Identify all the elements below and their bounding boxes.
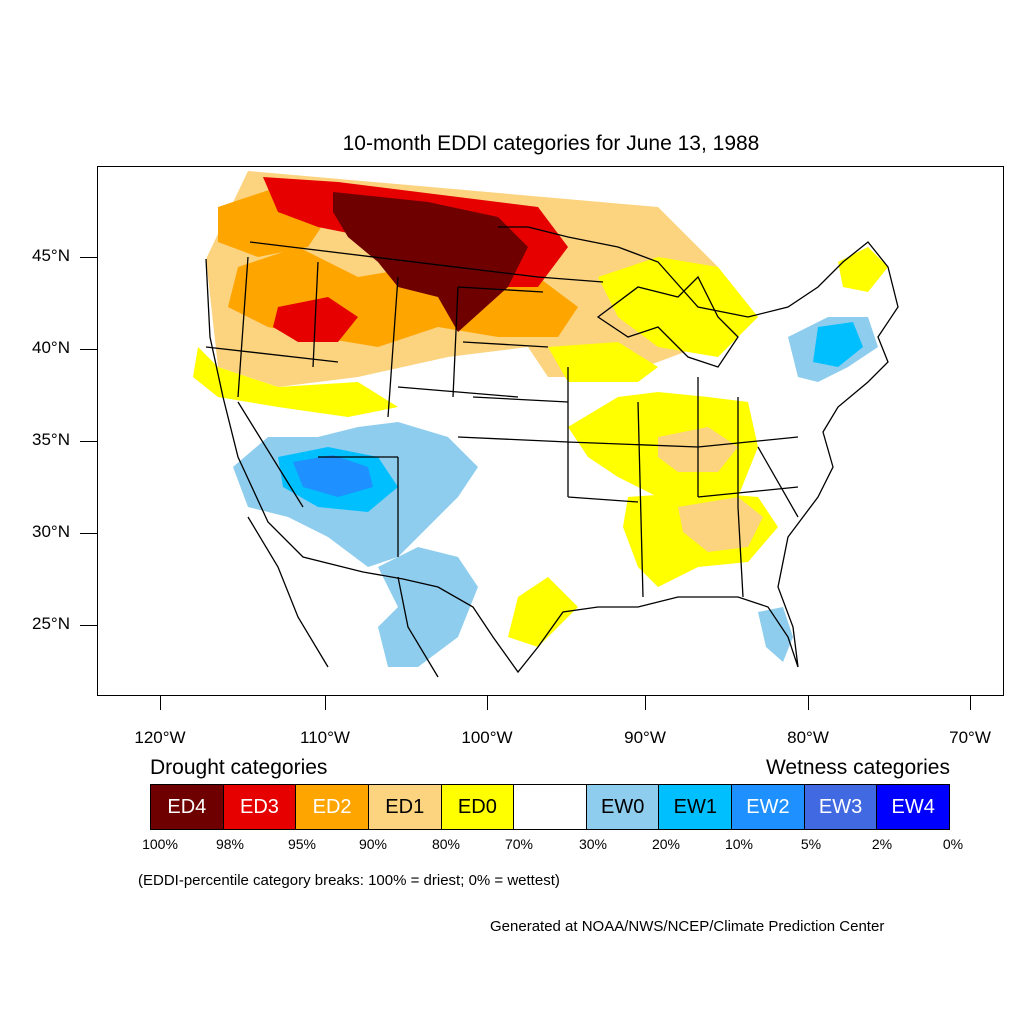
lat-label: 25°N: [32, 614, 70, 633]
map-canvas: [193, 171, 899, 678]
legend-break: 70%: [504, 836, 534, 852]
drought-heading: Drought categories: [150, 756, 328, 779]
category-note: (EDDI-percentile category breaks: 100% =…: [138, 872, 560, 889]
legend-swatch-ed0: ED0: [441, 785, 515, 829]
state-lines-central: [457, 286, 699, 598]
lon-tick: [808, 696, 809, 710]
ew1-region-new-england: [813, 322, 863, 367]
legend-break: 95%: [287, 836, 317, 852]
legend-break: 90%: [358, 836, 388, 852]
lat-tick: [80, 625, 97, 626]
canada-border: [249, 241, 604, 283]
lon-tick: [487, 696, 488, 710]
state-lines-west: [205, 256, 519, 557]
ed0-region-northwest-edge: [193, 347, 398, 417]
mexico-coast: [247, 516, 439, 678]
ed1-region-georgia: [678, 497, 763, 552]
legend-break: 98%: [215, 836, 245, 852]
lat-tick: [80, 257, 97, 258]
great-lakes: [596, 275, 739, 368]
legend-swatch-normal: [514, 785, 587, 829]
legend-break: 100%: [142, 836, 178, 852]
eddi-map: [97, 166, 1004, 696]
legend-break: 80%: [431, 836, 461, 852]
map-title: 10-month EDDI categories for June 13, 19…: [342, 132, 760, 155]
legend-swatch-ed1: ED1: [368, 785, 442, 829]
lat-label: 35°N: [32, 430, 70, 449]
lon-label: 90°W: [624, 728, 666, 747]
lat-tick: [80, 441, 97, 442]
lon-label: 70°W: [949, 728, 991, 747]
ed4-region-montana: [333, 192, 528, 332]
ed0-region-great-lakes: [598, 257, 758, 357]
lon-label: 120°W: [134, 728, 186, 747]
ed0-region-maine: [838, 247, 888, 292]
legend-break: 2%: [871, 836, 893, 852]
legend-swatch-ew0: EW0: [586, 785, 660, 829]
lat-tick: [80, 533, 97, 534]
lon-label: 80°W: [787, 728, 829, 747]
borders: [205, 226, 899, 678]
ew0-region-texas: [378, 547, 478, 667]
lon-tick: [325, 696, 326, 710]
lon-tick: [160, 696, 161, 710]
lat-label: 45°N: [32, 246, 70, 265]
lon-tick: [970, 696, 971, 710]
wetness-heading: Wetness categories: [765, 756, 950, 779]
legend-break: 10%: [724, 836, 754, 852]
lat-tick: [80, 349, 97, 350]
lon-label: 100°W: [461, 728, 513, 747]
us-outline: [205, 226, 899, 674]
legend-break: 20%: [651, 836, 681, 852]
legend-swatch-ed4: ED4: [151, 785, 224, 829]
legend-break: 0%: [942, 836, 964, 852]
lon-label: 110°W: [300, 728, 350, 747]
legend-swatch-ed3: ED3: [223, 785, 297, 829]
lon-tick: [645, 696, 646, 710]
legend-swatch-ed2: ED2: [296, 785, 369, 829]
lat-label: 30°N: [32, 522, 70, 541]
ew0-region-florida: [758, 607, 793, 662]
legend-break: 30%: [578, 836, 608, 852]
legend-swatch-ew1: EW1: [659, 785, 733, 829]
ed0-region-plains: [548, 342, 658, 382]
ed0-region-texas-coast: [508, 577, 578, 647]
legend-swatch-ew2: EW2: [732, 785, 805, 829]
legend-swatch-ew3: EW3: [804, 785, 878, 829]
state-lines-east: [697, 397, 799, 598]
ew2-region-arizona: [293, 455, 373, 497]
legend-break: 5%: [800, 836, 822, 852]
color-legend: ED4 ED3 ED2 ED1 ED0 EW0 EW1 EW2 EW3 EW4: [150, 784, 950, 830]
legend-swatch-ew4: EW4: [877, 785, 950, 829]
lat-label: 40°N: [32, 338, 70, 357]
credit-line: Generated at NOAA/NWS/NCEP/Climate Predi…: [490, 918, 885, 935]
